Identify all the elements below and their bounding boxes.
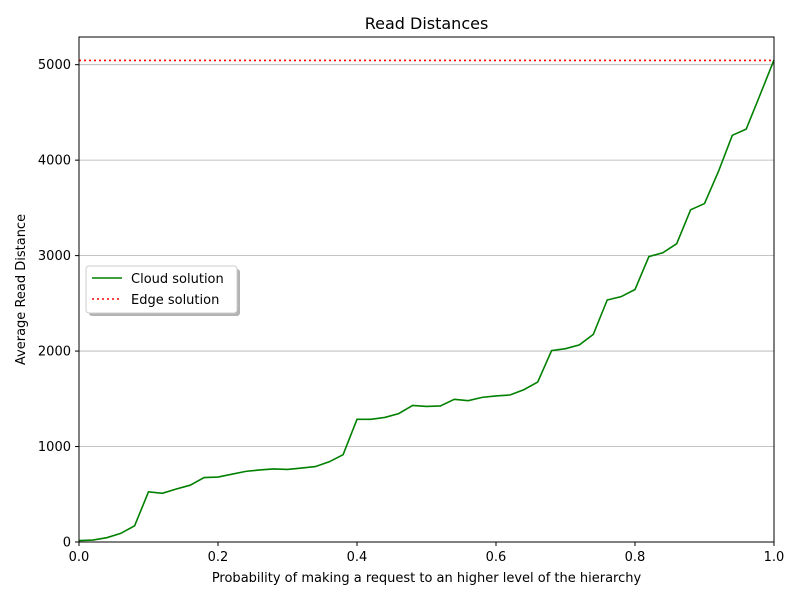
x-tick-label: 0.4 <box>347 550 368 565</box>
legend-label-cloud: Cloud solution <box>131 272 224 287</box>
x-tick-label: 1.0 <box>764 550 785 565</box>
y-tick-label: 5000 <box>38 58 71 73</box>
y-tick-label: 2000 <box>38 345 71 360</box>
y-axis-ticks: 0 1000 2000 3000 4000 5000 <box>38 58 79 551</box>
x-axis-label: Probability of making a request to an hi… <box>212 571 642 586</box>
legend-box <box>85 265 238 314</box>
grid-lines <box>79 64 774 447</box>
legend: Cloud solution Edge solution <box>85 265 240 316</box>
x-tick-label: 0.2 <box>208 550 229 565</box>
x-tick-label: 0.0 <box>69 550 90 565</box>
y-tick-label: 3000 <box>38 249 71 264</box>
y-tick-label: 1000 <box>38 440 71 455</box>
x-tick-label: 0.6 <box>486 550 507 565</box>
plot-series <box>78 59 775 542</box>
chart-title: Read Distances <box>365 14 489 33</box>
x-tick-label: 0.8 <box>625 550 646 565</box>
cloud-solution-line <box>78 59 775 542</box>
legend-label-edge: Edge solution <box>131 293 219 308</box>
y-tick-label: 0 <box>63 536 71 551</box>
plot-frame <box>78 36 775 543</box>
x-axis-ticks: 0.0 0.2 0.4 0.6 0.8 1.0 <box>69 542 785 565</box>
y-axis-label: Average Read Distance <box>14 214 29 365</box>
y-tick-label: 4000 <box>38 154 71 169</box>
